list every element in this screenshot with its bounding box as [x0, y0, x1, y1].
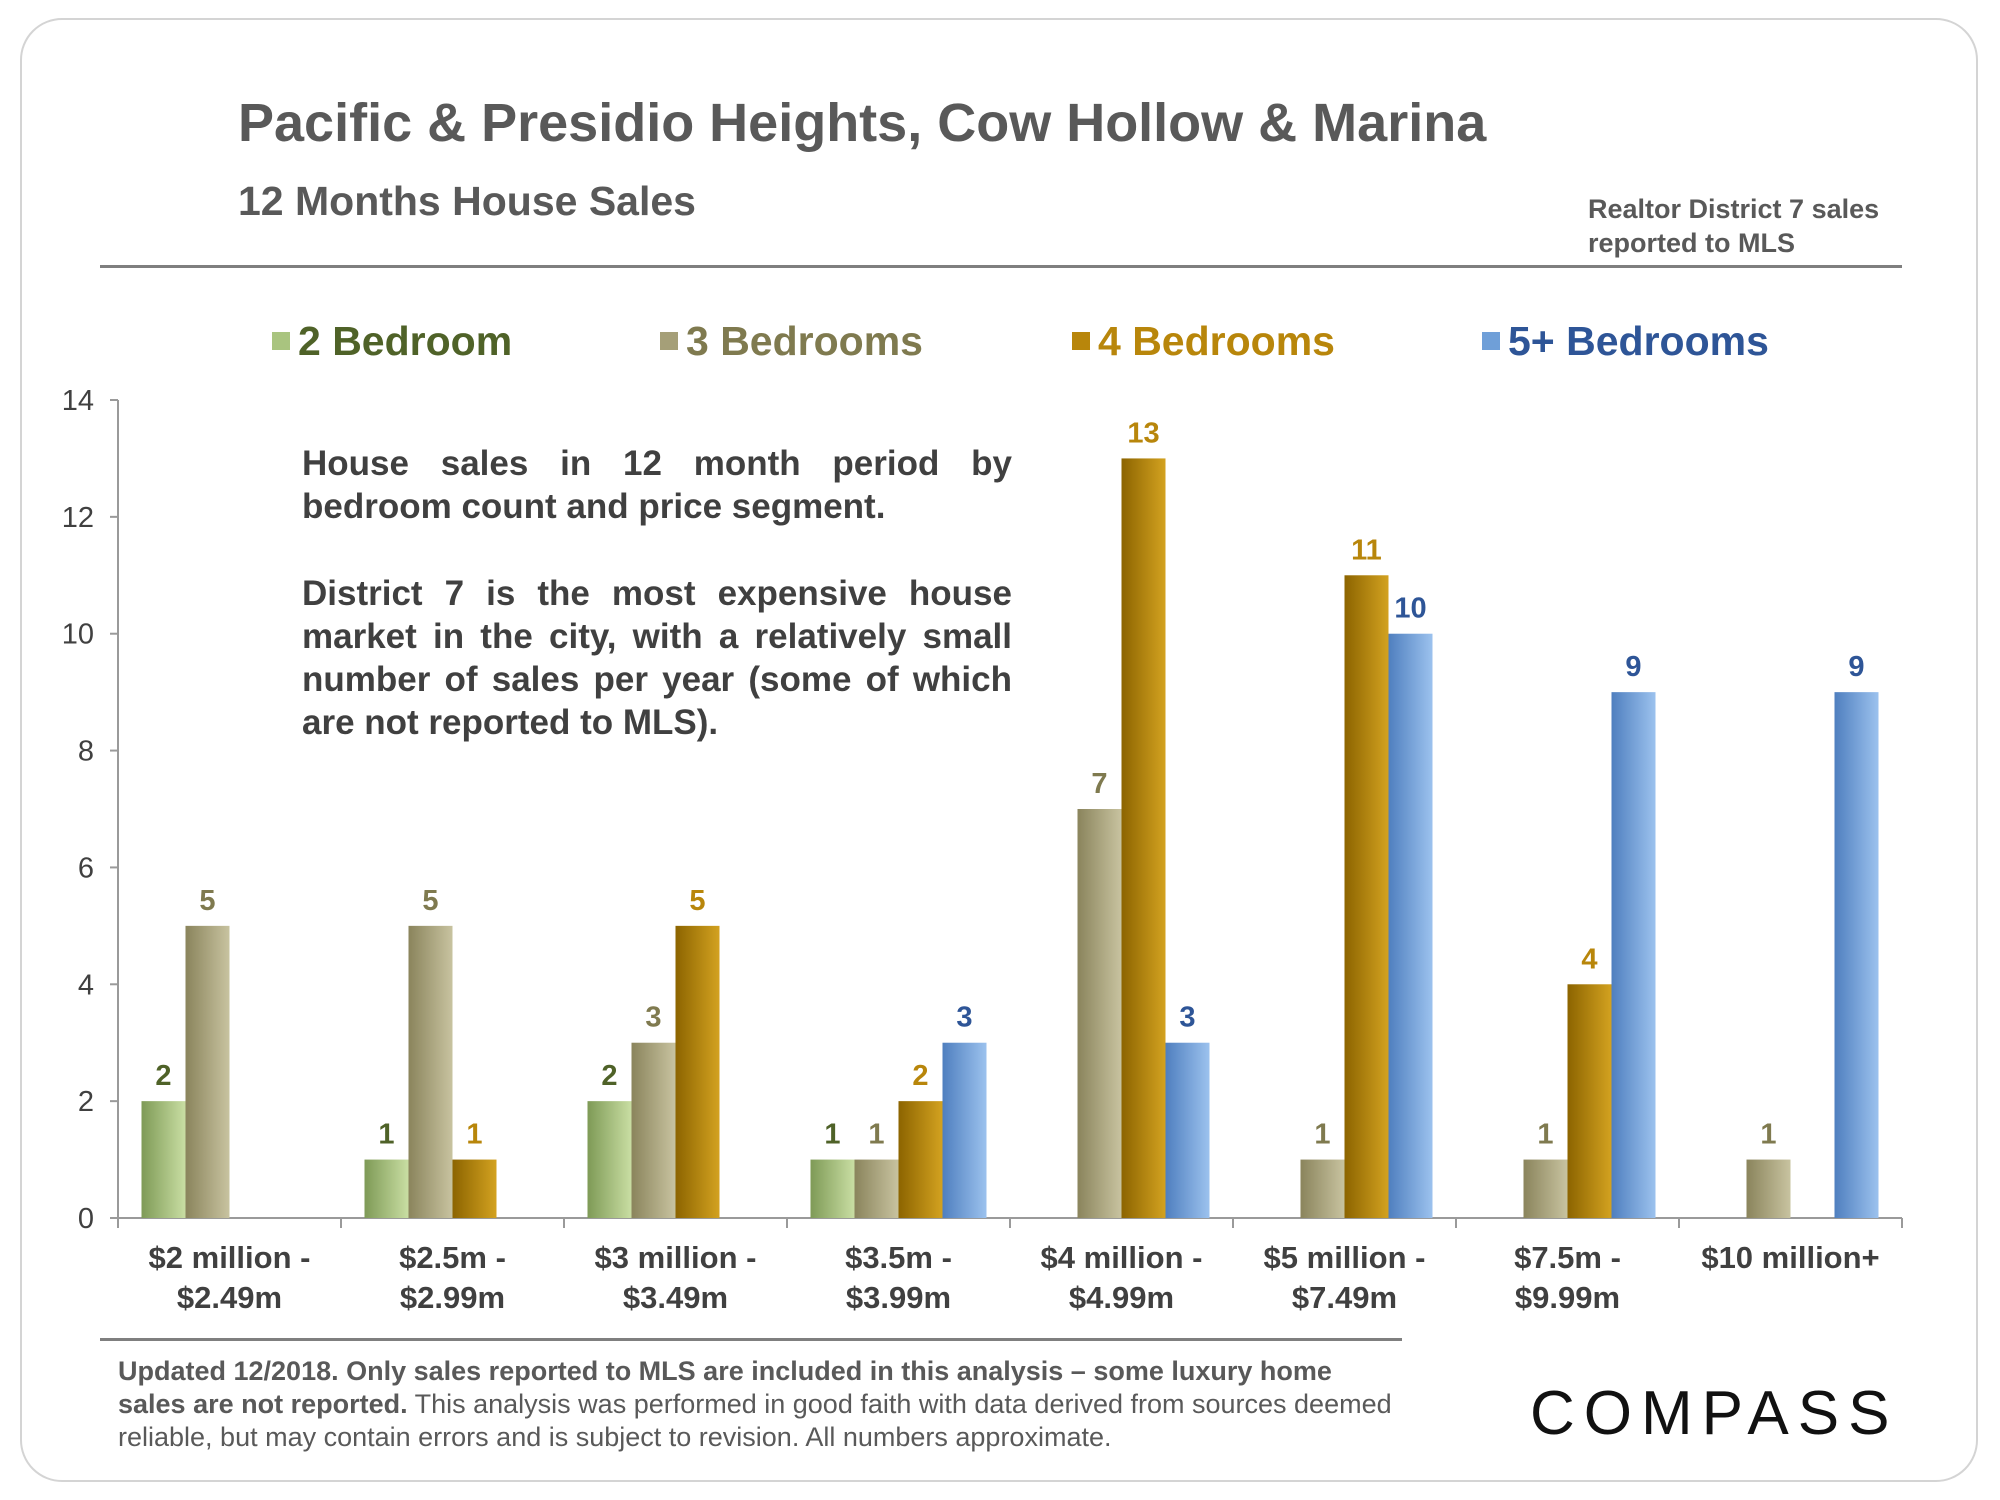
x-category-label: $2.5m -	[399, 1240, 506, 1275]
x-category-label: $2.49m	[177, 1280, 282, 1315]
data-label-four-bed-2: 5	[689, 885, 705, 917]
data-label-three-bed-4: 7	[1091, 768, 1107, 800]
data-label-four-bed-1: 1	[466, 1119, 482, 1151]
y-tick-label: 6	[78, 852, 94, 884]
x-category-label: $3.49m	[623, 1280, 728, 1315]
legend-label-5-bedrooms: 5+ Bedrooms	[1508, 318, 1769, 364]
x-category-label: $7.5m -	[1514, 1240, 1621, 1275]
bar-four-bed-6	[1567, 984, 1612, 1218]
x-category-label: $7.49m	[1292, 1280, 1397, 1315]
bar-two-bed-1	[364, 1159, 409, 1218]
header-divider	[100, 265, 1902, 268]
y-tick-label: 8	[78, 736, 94, 768]
bar-three-bed-3	[854, 1159, 899, 1218]
bar-five-bed-6	[1611, 692, 1656, 1218]
bar-three-bed-6	[1523, 1159, 1568, 1218]
x-category-label: $4.99m	[1069, 1280, 1174, 1315]
bar-three-bed-7	[1746, 1159, 1791, 1218]
bar-four-bed-2	[675, 925, 720, 1218]
data-label-two-bed-3: 1	[824, 1119, 840, 1151]
legend-item-3-bedrooms: 3 Bedrooms	[660, 318, 923, 365]
data-label-three-bed-7: 1	[1760, 1119, 1776, 1151]
bar-five-bed-7	[1834, 692, 1879, 1218]
page-subtitle: 12 Months House Sales	[238, 178, 696, 224]
legend-label-2-bedroom: 2 Bedroom	[298, 318, 513, 364]
y-tick-label: 12	[62, 502, 94, 534]
bar-two-bed-3	[810, 1159, 855, 1218]
legend-swatch-2-bedroom	[272, 332, 290, 351]
data-label-two-bed-2: 2	[601, 1060, 617, 1092]
chart-legend: 2 Bedroom 3 Bedrooms 4 Bedrooms 5+ Bedro…	[0, 318, 2000, 378]
legend-swatch-3-bedrooms	[660, 332, 678, 351]
data-label-five-bed-6: 9	[1625, 651, 1641, 683]
compass-logo: COMPASS	[1530, 1379, 1899, 1448]
y-tick-label: 14	[62, 385, 94, 417]
x-category-label: $3 million -	[595, 1240, 757, 1275]
data-label-three-bed-5: 1	[1314, 1119, 1330, 1151]
data-label-three-bed-2: 3	[645, 1002, 661, 1034]
legend-item-2-bedroom: 2 Bedroom	[272, 318, 512, 365]
source-note: Realtor District 7 sales reported to MLS	[1588, 194, 1880, 258]
x-category-label: $2.99m	[400, 1280, 505, 1315]
data-label-five-bed-4: 3	[1179, 1002, 1195, 1034]
data-label-five-bed-5: 10	[1394, 593, 1426, 625]
legend-swatch-5-bedrooms	[1482, 332, 1500, 351]
bar-five-bed-3	[942, 1042, 987, 1218]
legend-item-4-bedrooms: 4 Bedrooms	[1072, 318, 1335, 365]
data-label-three-bed-1: 5	[422, 885, 438, 917]
legend-swatch-4-bedrooms	[1072, 332, 1090, 351]
data-label-three-bed-0: 5	[199, 885, 215, 917]
chart-annotation: House sales in 12 month period by bedroo…	[302, 442, 1012, 788]
x-category-label: $10 million+	[1701, 1240, 1879, 1275]
data-label-five-bed-3: 3	[956, 1002, 972, 1034]
bar-five-bed-4	[1165, 1042, 1210, 1218]
x-category-label: $2 million -	[149, 1240, 311, 1275]
page-title: Pacific & Presidio Heights, Cow Hollow &…	[238, 93, 1487, 153]
x-category-label: $4 million -	[1041, 1240, 1203, 1275]
footer-normal-text: This analysis was performed in good fait…	[118, 1389, 1392, 1452]
bar-four-bed-1	[452, 1159, 497, 1218]
bar-three-bed-1	[408, 925, 453, 1218]
data-label-four-bed-5: 11	[1351, 534, 1382, 566]
bar-three-bed-5	[1300, 1159, 1345, 1218]
y-tick-label: 10	[62, 619, 94, 651]
data-label-three-bed-6: 1	[1537, 1119, 1553, 1151]
data-label-five-bed-7: 9	[1848, 651, 1864, 683]
bar-three-bed-2	[631, 1042, 676, 1218]
bar-four-bed-3	[898, 1101, 943, 1218]
annotation-paragraph-2: District 7 is the most expensive house m…	[302, 574, 1012, 742]
x-category-label: $5 million -	[1264, 1240, 1426, 1275]
bar-two-bed-2	[587, 1101, 632, 1218]
bar-five-bed-5	[1388, 633, 1433, 1218]
data-label-three-bed-3: 1	[868, 1119, 884, 1151]
x-category-label: $9.99m	[1515, 1280, 1620, 1315]
bar-three-bed-4	[1077, 809, 1122, 1218]
x-category-label: $3.5m -	[845, 1240, 952, 1275]
data-label-four-bed-6: 4	[1581, 943, 1597, 975]
y-tick-label: 2	[78, 1086, 94, 1118]
legend-item-5-bedrooms: 5+ Bedrooms	[1482, 318, 1769, 365]
footer-divider	[100, 1338, 1402, 1341]
bar-four-bed-5	[1344, 575, 1389, 1218]
data-label-two-bed-1: 1	[378, 1119, 394, 1151]
bar-two-bed-0	[141, 1101, 186, 1218]
data-label-four-bed-3: 2	[912, 1060, 928, 1092]
chart-bars	[141, 458, 1879, 1218]
data-label-two-bed-0: 2	[155, 1060, 171, 1092]
footer-disclaimer: Updated 12/2018. Only sales reported to …	[118, 1355, 1398, 1454]
footer-bold-text: Updated 12/2018. Only sales reported to …	[118, 1356, 1332, 1419]
data-label-four-bed-4: 13	[1127, 417, 1159, 449]
legend-label-3-bedrooms: 3 Bedrooms	[686, 318, 923, 364]
bar-three-bed-0	[185, 925, 230, 1218]
bar-four-bed-4	[1121, 458, 1166, 1218]
legend-label-4-bedrooms: 4 Bedrooms	[1098, 318, 1335, 364]
y-tick-label: 0	[78, 1203, 94, 1235]
y-tick-label: 4	[78, 969, 94, 1001]
annotation-paragraph-1: House sales in 12 month period by bedroo…	[302, 444, 1012, 526]
x-category-label: $3.99m	[846, 1280, 951, 1315]
